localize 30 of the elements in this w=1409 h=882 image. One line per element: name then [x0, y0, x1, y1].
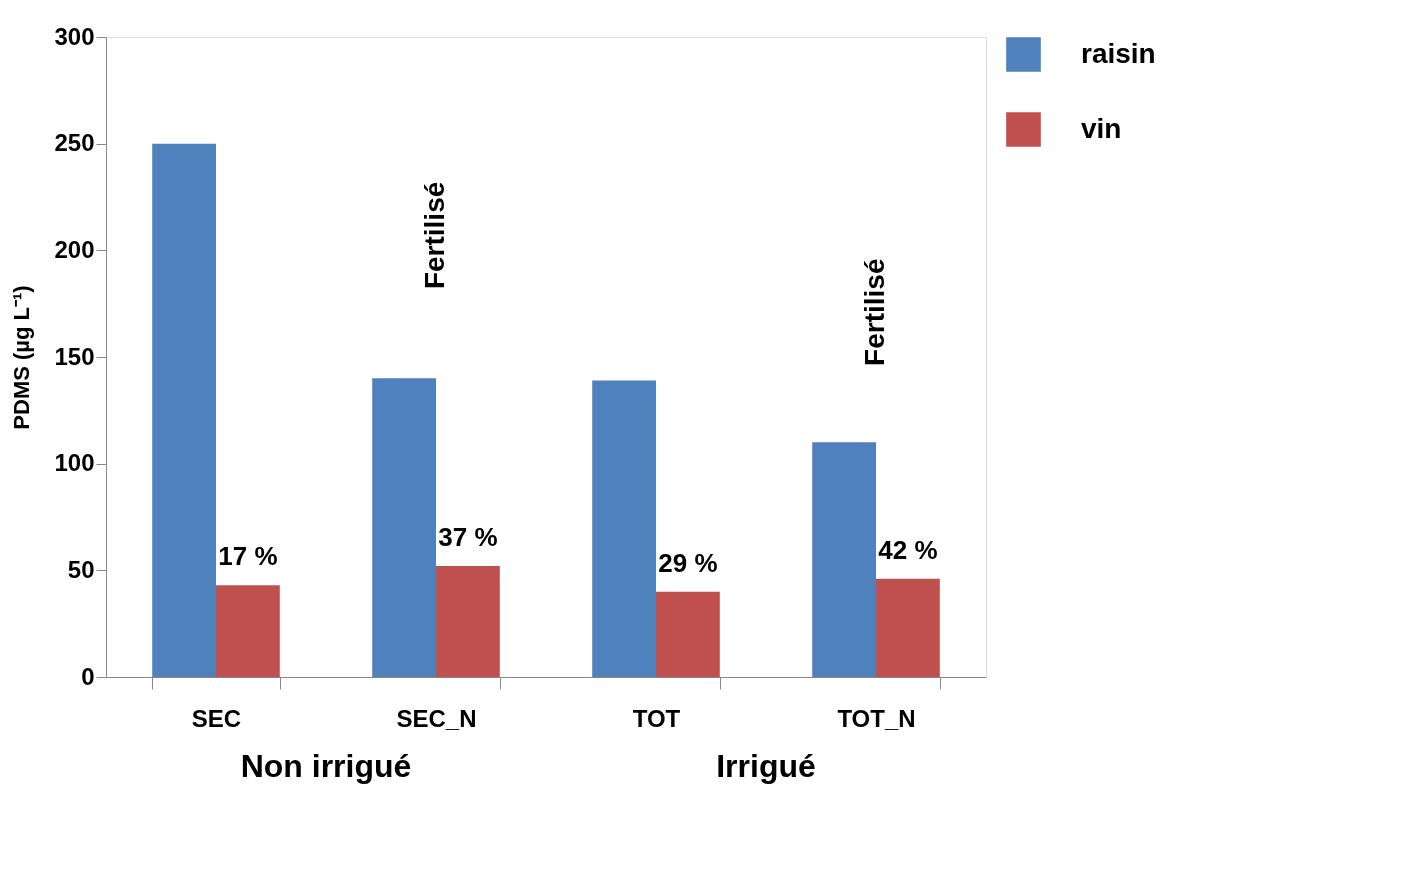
x-tick-label: SEC [191, 704, 242, 732]
y-tick-label: 0 [81, 662, 95, 690]
text: Non irrigué [240, 748, 412, 784]
x-tick-label: SEC_N [396, 704, 477, 732]
y-axis-title: PDMS (µg L⁻¹) [9, 285, 35, 430]
bar [656, 591, 720, 677]
x-tick-label: TOT [632, 704, 681, 732]
annotation: 37 % [438, 522, 498, 553]
annotation: Fertilisé [419, 181, 450, 290]
text: Irrigué [716, 748, 816, 784]
bar [592, 380, 656, 677]
bar [436, 566, 500, 677]
y-tick-label: 50 [67, 555, 95, 583]
y-tick-label: 250 [54, 129, 95, 157]
annotation: 29 % [658, 547, 718, 578]
bar [876, 578, 940, 677]
bar [152, 143, 216, 677]
y-tick-label: 300 [54, 22, 95, 50]
y-tick-label: 150 [54, 342, 95, 370]
annotation: 17 % [218, 541, 278, 572]
annotation: 42 % [878, 534, 938, 565]
bar [812, 442, 876, 677]
legend-label: raisin [1081, 37, 1156, 69]
bar [372, 378, 436, 677]
bar [216, 585, 280, 677]
y-tick-label: 200 [54, 235, 95, 263]
legend-label: vin [1081, 112, 1122, 144]
x-tick-label: TOT_N [837, 704, 916, 732]
annotation: Fertilisé [859, 258, 890, 366]
y-tick-label: 100 [54, 449, 95, 477]
